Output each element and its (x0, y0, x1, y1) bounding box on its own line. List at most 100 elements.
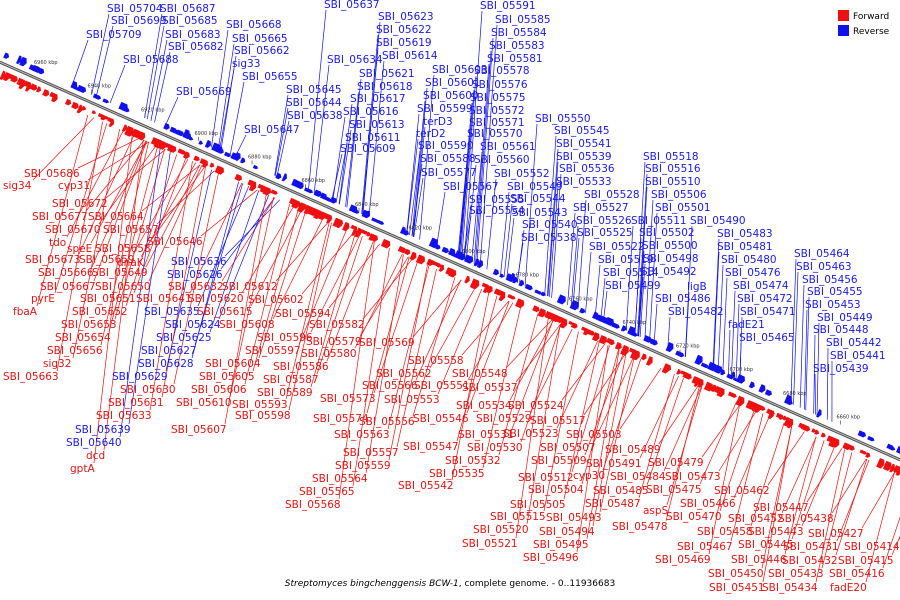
label-leader-line (572, 237, 580, 308)
gene-label-sig32: sig32 (43, 358, 71, 370)
label-leader-line (717, 264, 724, 372)
label-leader-line (87, 141, 150, 181)
label-leader-line (77, 137, 140, 169)
gene-label-sbi_05471: SBI_05471 (740, 306, 796, 318)
forward-gene-glyph (351, 226, 358, 236)
reverse-gene-glyph (233, 152, 241, 162)
gene-label-sbi_05635: SBI_05635 (144, 306, 200, 318)
label-leader-line (119, 146, 161, 438)
reverse-gene-glyph (224, 151, 232, 158)
label-leader-line (93, 134, 133, 464)
label-leader-line (109, 64, 126, 103)
reverse-gene-glyph (540, 291, 546, 297)
label-leader-line (511, 320, 554, 430)
label-leader-line (831, 458, 867, 514)
label-leader-line (482, 306, 522, 469)
forward-gene-glyph (81, 105, 87, 111)
gene-label-sbi_05613: SBI_05613 (349, 119, 405, 131)
gene-label-sbi_05563: SBI_05563 (334, 429, 390, 441)
gene-label-sbi_05555: SBI_05555 (469, 194, 525, 206)
reverse-gene-glyph (15, 55, 22, 65)
gene-label-sbi_05439: SBI_05439 (813, 363, 869, 375)
gene-label-sbi_05608: SBI_05608 (219, 319, 275, 331)
gene-label-sbi_05480: SBI_05480 (721, 254, 777, 266)
forward-gene-glyph (846, 443, 855, 451)
label-leader-line (505, 319, 553, 369)
gene-label-sig33: sig33 (232, 58, 260, 70)
reverse-gene-glyph (512, 276, 518, 284)
reverse-gene-glyph (713, 364, 723, 374)
forward-gene-glyph (609, 339, 615, 346)
gene-label-sbi_05517: SBI_05517 (530, 415, 586, 427)
label-leader-line (463, 215, 472, 260)
gene-label-cyp30: cyp30 (573, 470, 605, 482)
label-leader-line (132, 159, 189, 255)
label-leader-line (272, 218, 324, 320)
label-leader-line (465, 164, 477, 261)
reverse-gene-glyph (464, 254, 474, 264)
reverse-gene-glyph (3, 52, 10, 59)
gene-label-sbi_05570: SBI_05570 (467, 128, 523, 140)
forward-gene-glyph (100, 114, 107, 121)
reverse-gene-glyph (764, 389, 772, 396)
gene-label-sbi_05599: SBI_05599 (417, 103, 473, 115)
gene-label-sbi_05465: SBI_05465 (739, 332, 795, 344)
gene-label-sbi_05482: SBI_05482 (668, 306, 724, 318)
scale-tick-label: 6900 kbp (195, 131, 219, 137)
reverse-gene-glyph (38, 67, 45, 75)
scale-tick-label: 6660 kbp (837, 415, 861, 421)
label-leader-line (150, 39, 168, 121)
forward-gene-glyph (727, 391, 737, 398)
forward-gene-glyph (438, 264, 445, 272)
gene-label-sbi_05462: SBI_05462 (714, 485, 770, 497)
label-leader-line (95, 25, 114, 97)
label-leader-line (456, 295, 498, 442)
gene-label-sbi_05670: SBI_05670 (45, 224, 101, 236)
gene-label-sbi_05582: SBI_05582 (309, 319, 365, 331)
label-leader-line (586, 349, 620, 540)
label-leader-line (556, 340, 599, 429)
label-leader-line (366, 256, 410, 414)
label-leader-line (285, 221, 330, 400)
gene-label-sbi_05446: SBI_05446 (731, 554, 787, 566)
label-leader-line (503, 203, 513, 277)
label-leader-line (194, 183, 244, 346)
forward-gene-glyph (404, 248, 411, 255)
label-leader-line (313, 64, 330, 194)
forward-gene-glyph (91, 110, 97, 115)
forward-gene-glyph (436, 262, 442, 268)
gene-label-sbi_05560: SBI_05560 (474, 154, 530, 166)
gene-label-sbi_05564: SBI_05564 (312, 473, 368, 485)
gene-label-sbi_05541: SBI_05541 (556, 138, 612, 150)
scale-tick-label: 6840 kbp (355, 202, 379, 208)
gene-label-sbi_05451: SBI_05451 (709, 582, 765, 594)
reverse-gene-glyph (758, 384, 766, 393)
scale-tick-label: 6820 kbp (409, 225, 433, 231)
gene-label-sbi_05518: SBI_05518 (643, 151, 699, 163)
reverse-gene-glyph (441, 246, 449, 254)
gene-label-sbi_05529: SBI_05529 (476, 413, 532, 425)
gene-label-sbi_05659: SBI_05659 (79, 254, 135, 266)
forward-gene-glyph (366, 231, 371, 237)
gene-label-sbi_05416: SBI_05416 (829, 568, 885, 580)
gene-label-sbi_05443: SBI_05443 (748, 526, 804, 538)
gene-label-sbi_05548: SBI_05548 (452, 368, 508, 380)
label-leader-line (644, 199, 654, 340)
gene-label-sbi_05539: SBI_05539 (556, 151, 612, 163)
label-leader-line (475, 50, 492, 265)
gene-label-sbi_05620: SBI_05620 (188, 293, 244, 305)
gene-label-sbi_05627: SBI_05627 (141, 345, 197, 357)
label-leader-line (338, 241, 375, 500)
label-leader-line (229, 81, 245, 156)
gene-label-sbi_05549: SBI_05549 (507, 181, 563, 193)
reverse-gene-glyph (857, 430, 866, 438)
figure-caption: Streptomyces bingchenggensis BCW-1, comp… (285, 579, 615, 589)
reverse-gene-glyph (867, 435, 875, 442)
label-leader-line (274, 94, 289, 176)
label-leader-line (836, 459, 870, 542)
gene-label-sbi_05651: SBI_05651 (80, 293, 136, 305)
label-leader-line (762, 425, 793, 583)
scale-tick-label: 6720 kbp (676, 344, 700, 350)
label-leader-line (361, 47, 379, 215)
